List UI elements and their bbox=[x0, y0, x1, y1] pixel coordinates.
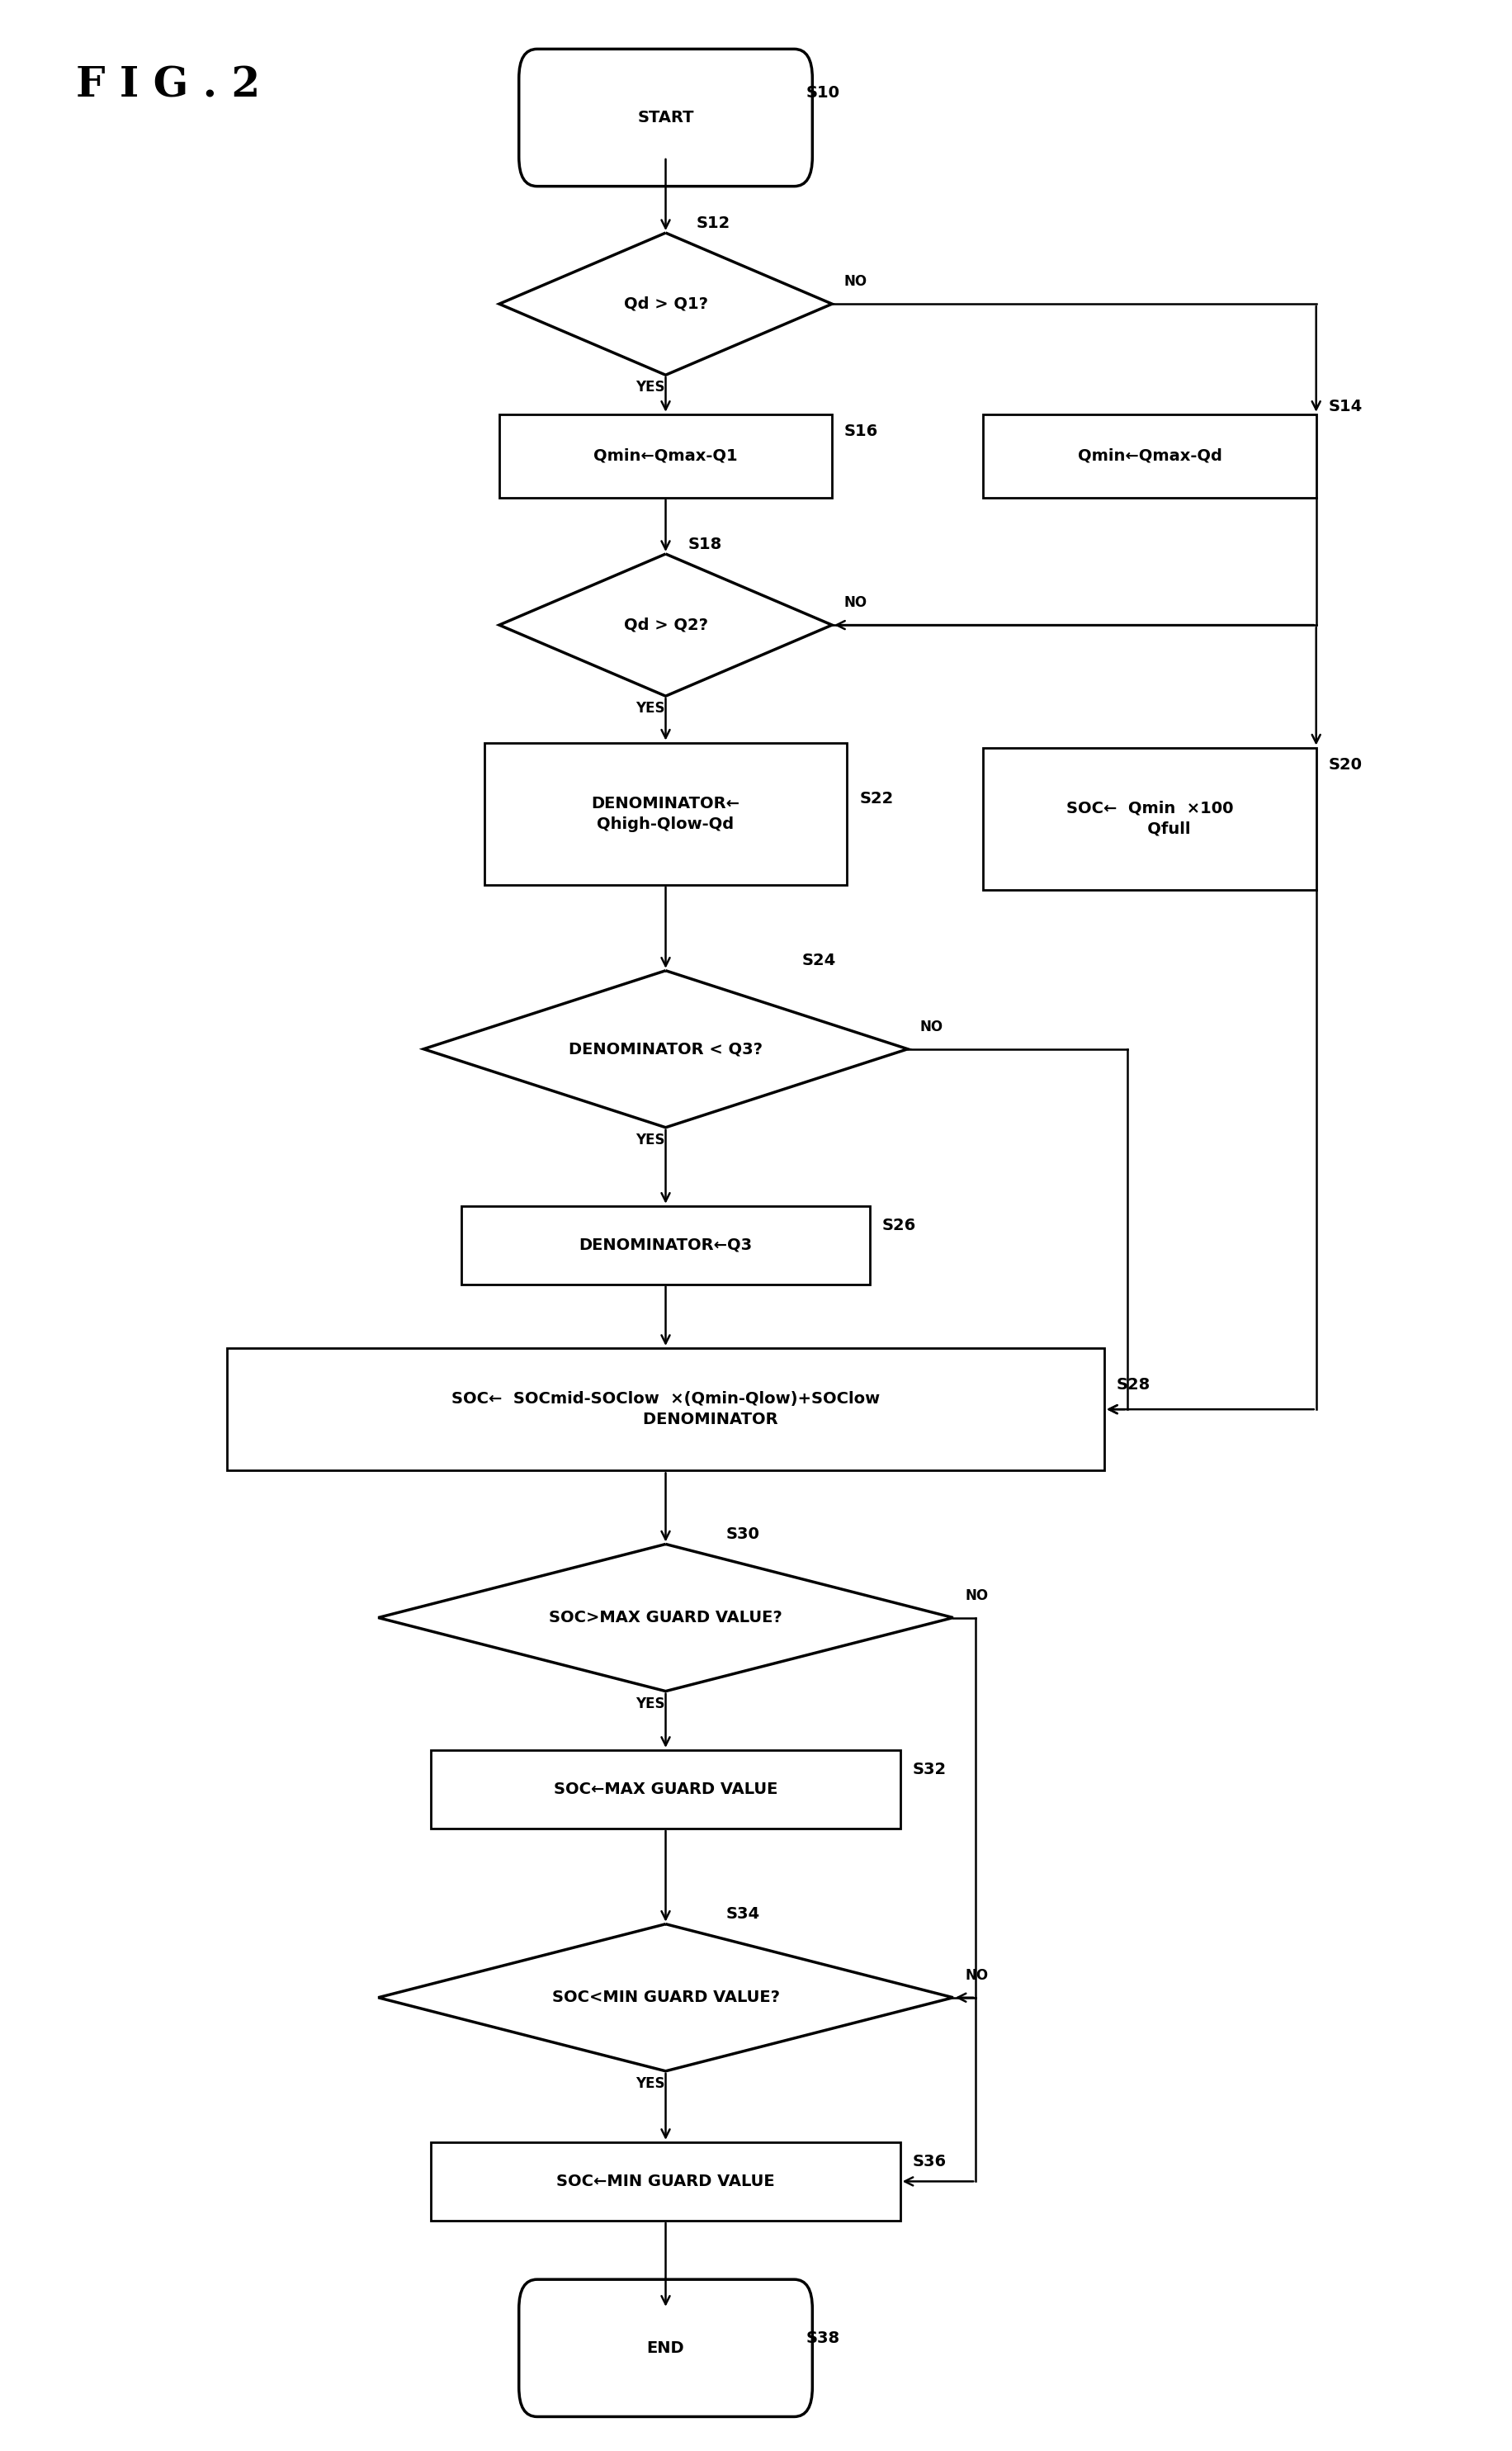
Text: S30: S30 bbox=[726, 1527, 759, 1542]
Text: NO: NO bbox=[844, 275, 866, 289]
Bar bbox=[484, 743, 847, 885]
Text: S28: S28 bbox=[1116, 1377, 1151, 1392]
Text: SOC>MAX GUARD VALUE?: SOC>MAX GUARD VALUE? bbox=[549, 1610, 782, 1625]
Text: YES: YES bbox=[635, 1696, 665, 1711]
Text: S12: S12 bbox=[696, 216, 730, 230]
Text: F I G . 2: F I G . 2 bbox=[76, 66, 260, 105]
Text: NO: NO bbox=[844, 596, 866, 610]
Text: S24: S24 bbox=[801, 953, 836, 968]
Text: Qmin←Qmax-Qd: Qmin←Qmax-Qd bbox=[1077, 449, 1222, 463]
Text: DENOMINATOR←
Qhigh-Qlow-Qd: DENOMINATOR← Qhigh-Qlow-Qd bbox=[591, 797, 739, 831]
Text: Qd > Q2?: Qd > Q2? bbox=[623, 618, 708, 632]
Text: S34: S34 bbox=[726, 1907, 759, 1922]
Text: S20: S20 bbox=[1328, 757, 1361, 772]
Text: S18: S18 bbox=[688, 537, 723, 551]
Text: S14: S14 bbox=[1328, 400, 1362, 414]
FancyBboxPatch shape bbox=[519, 49, 812, 186]
Text: S10: S10 bbox=[806, 86, 839, 100]
Text: YES: YES bbox=[635, 2076, 665, 2091]
Text: START: START bbox=[637, 110, 694, 125]
Text: NO: NO bbox=[965, 1588, 987, 1603]
Text: SOC←  Qmin  ×100
       Qfull: SOC← Qmin ×100 Qfull bbox=[1066, 801, 1232, 836]
Text: Qmin←Qmax-Q1: Qmin←Qmax-Q1 bbox=[593, 449, 738, 463]
Text: S36: S36 bbox=[912, 2154, 945, 2169]
Text: SOC←  SOCmid-SOClow  ×(Qmin-Qlow)+SOClow
                DENOMINATOR: SOC← SOCmid-SOClow ×(Qmin-Qlow)+SOClow D… bbox=[451, 1392, 880, 1426]
Text: S38: S38 bbox=[806, 2331, 839, 2346]
Bar bbox=[983, 414, 1315, 498]
Bar bbox=[431, 1750, 900, 1828]
Text: Qd > Q1?: Qd > Q1? bbox=[623, 297, 708, 311]
Text: NO: NO bbox=[919, 1020, 942, 1034]
Text: YES: YES bbox=[635, 1132, 665, 1147]
Text: S22: S22 bbox=[859, 792, 894, 806]
Polygon shape bbox=[499, 554, 832, 696]
Text: YES: YES bbox=[635, 701, 665, 716]
Bar bbox=[431, 2142, 900, 2221]
Text: NO: NO bbox=[965, 1968, 987, 1983]
Text: YES: YES bbox=[635, 380, 665, 395]
Bar bbox=[461, 1206, 869, 1284]
Text: DENOMINATOR←Q3: DENOMINATOR←Q3 bbox=[579, 1238, 751, 1252]
FancyBboxPatch shape bbox=[519, 2279, 812, 2417]
Text: END: END bbox=[647, 2341, 683, 2355]
Text: DENOMINATOR < Q3?: DENOMINATOR < Q3? bbox=[569, 1042, 762, 1056]
Bar bbox=[227, 1348, 1104, 1471]
Text: S16: S16 bbox=[844, 424, 878, 439]
Polygon shape bbox=[499, 233, 832, 375]
Text: SOC←MIN GUARD VALUE: SOC←MIN GUARD VALUE bbox=[556, 2174, 774, 2189]
Bar bbox=[499, 414, 832, 498]
Text: SOC←MAX GUARD VALUE: SOC←MAX GUARD VALUE bbox=[553, 1782, 777, 1797]
Text: S32: S32 bbox=[912, 1762, 945, 1777]
Polygon shape bbox=[378, 1544, 953, 1691]
Text: S26: S26 bbox=[881, 1218, 916, 1233]
Text: SOC<MIN GUARD VALUE?: SOC<MIN GUARD VALUE? bbox=[552, 1990, 779, 2005]
Polygon shape bbox=[378, 1924, 953, 2071]
Polygon shape bbox=[423, 971, 907, 1127]
Bar bbox=[983, 748, 1315, 890]
